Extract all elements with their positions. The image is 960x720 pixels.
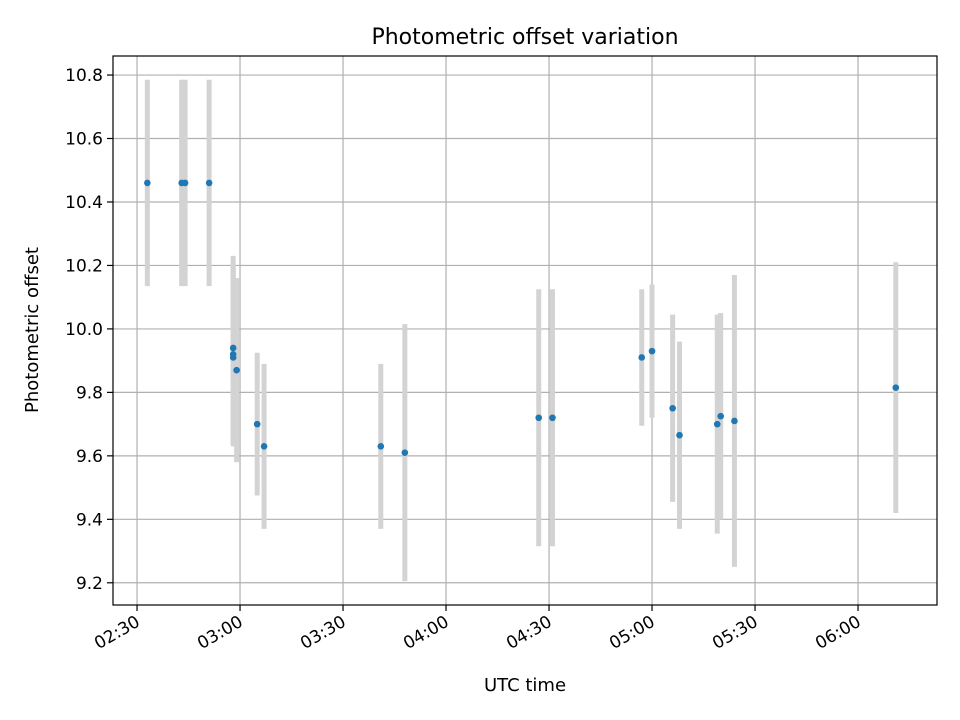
y-tick-label: 9.8 [76,383,103,403]
data-point [648,347,656,355]
data-point [638,354,646,361]
plot-frame [112,55,938,606]
data-point [892,384,900,391]
y-tick-label: 9.6 [76,447,103,467]
data-point [377,443,385,450]
y-tick-label: 10.8 [65,66,103,86]
data-point [253,420,261,428]
data-point [549,414,556,422]
y-tick-label: 9.2 [76,574,103,594]
y-tick-label: 10.2 [65,256,103,276]
data-point [144,179,151,187]
y-tick-label: 10.6 [65,130,103,150]
data-point [229,351,237,358]
y-axis-label: Photometric offset [22,247,43,413]
data-point [205,179,213,187]
data-point [676,431,683,439]
data-point [713,420,721,428]
y-axis-ticks: 9.2 9.4 9.6 9.8 10.0 10.2 10.4 10.6 10.8 [65,66,113,594]
data-point [401,449,409,456]
data-point [229,344,237,352]
chart-title: Photometric offset variation [371,25,678,50]
data-point [233,366,240,374]
data-point [717,412,724,420]
data-point [260,443,268,450]
x-axis-label: UTC time [484,675,566,696]
data-point [669,404,676,412]
data-points [144,179,900,456]
y-tick-label: 10.0 [65,320,103,340]
y-tick-label: 10.4 [65,193,103,213]
y-tick-label: 9.4 [76,510,103,530]
data-point [535,414,543,422]
data-point [181,179,189,187]
data-point [731,417,738,425]
